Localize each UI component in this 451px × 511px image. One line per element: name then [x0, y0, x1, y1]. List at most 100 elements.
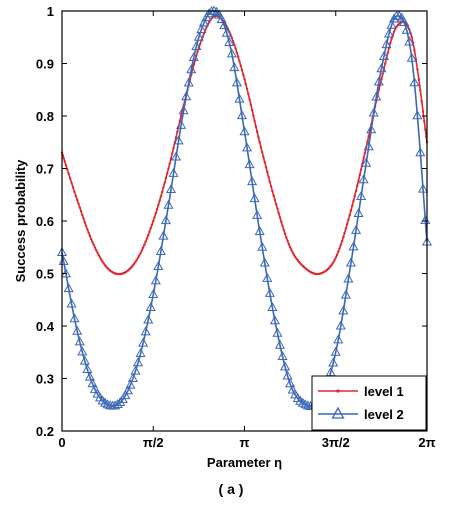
series-marker-level-2: [350, 224, 362, 234]
series-marker-level-2: [401, 24, 412, 34]
series-marker-level-1: [98, 256, 102, 259]
series-marker-level-2: [396, 12, 407, 22]
series-marker-level-1: [250, 108, 254, 112]
series-marker-level-1: [287, 243, 291, 246]
series-marker-level-2: [178, 105, 189, 115]
series-marker-level-1: [345, 222, 349, 226]
series-marker-level-1: [92, 243, 95, 247]
series-marker-level-2: [274, 339, 286, 349]
series-marker-level-1: [330, 263, 334, 266]
series-marker-level-1: [276, 207, 279, 210]
legend: level 1 level 2: [311, 375, 427, 431]
series-marker-level-2: [259, 257, 270, 267]
series-marker-level-2: [82, 364, 93, 374]
series-marker-level-2: [140, 326, 151, 336]
series-marker-level-1: [395, 25, 398, 28]
series-marker-level-1: [259, 146, 263, 149]
series-marker-level-1: [77, 202, 80, 205]
figure-caption: ( a ): [219, 481, 244, 497]
series-marker-level-2: [257, 241, 268, 251]
series-marker-level-2: [158, 230, 169, 240]
x-axis-title: Parameter η: [207, 455, 282, 470]
series-marker-level-2: [186, 64, 197, 74]
series-marker-level-1: [283, 232, 287, 236]
series-marker-level-2: [333, 334, 344, 344]
series-marker-level-1: [367, 135, 370, 138]
series-marker-level-1: [196, 50, 199, 53]
series-marker-level-2: [252, 209, 263, 219]
series-marker-level-1: [74, 194, 78, 198]
y-tick-label: 0.4: [36, 319, 55, 334]
series-marker-level-2: [216, 14, 227, 24]
series-marker-level-1: [230, 36, 234, 40]
series-marker-level-1: [277, 211, 280, 215]
series-marker-level-1: [290, 248, 293, 252]
series-marker-level-2: [135, 347, 146, 357]
series-marker-level-2: [378, 50, 389, 60]
series-marker-level-1: [164, 176, 168, 180]
series-marker-level-1: [64, 163, 68, 167]
series-marker-level-1: [348, 213, 351, 217]
series-marker-level-2: [269, 315, 280, 325]
series-marker-level-1: [149, 227, 152, 230]
series-line-level-1: [61, 14, 428, 275]
series-marker-level-1: [390, 37, 393, 41]
legend-label-level-2: level 2: [364, 407, 404, 422]
series-marker-level-2: [383, 28, 395, 38]
series-marker-level-1: [143, 243, 146, 246]
series-marker-level-2: [358, 174, 369, 184]
series-marker-level-1: [78, 206, 81, 209]
series-marker-level-1: [342, 235, 345, 239]
series-marker-level-1: [68, 177, 72, 180]
series-marker-level-2: [176, 119, 187, 129]
series-marker-level-1: [262, 156, 265, 159]
series-marker-level-1: [359, 168, 363, 171]
series-marker-level-1: [150, 223, 154, 226]
series-marker-level-2: [236, 110, 248, 120]
series-marker-level-1: [248, 98, 251, 101]
series-marker-level-2: [102, 399, 113, 409]
x-tick-label: π: [240, 435, 250, 450]
series-marker-level-2: [343, 273, 354, 283]
series-marker-level-2: [112, 399, 123, 409]
series-marker-level-1: [389, 42, 392, 45]
series-marker-level-1: [351, 204, 354, 208]
series-marker-level-1: [420, 99, 423, 103]
series-marker-level-2: [226, 48, 237, 58]
series-marker-level-1: [242, 73, 245, 76]
series-marker-level-1: [353, 194, 356, 198]
series-marker-level-1: [362, 157, 365, 160]
series-marker-level-1: [83, 221, 87, 224]
series-marker-level-1: [169, 157, 173, 160]
series-marker-level-1: [159, 195, 163, 198]
series-marker-level-1: [285, 236, 288, 239]
series-marker-level-1: [383, 62, 387, 65]
series-marker-level-2: [148, 288, 159, 298]
series-marker-level-1: [347, 218, 350, 221]
series-marker-level-2: [267, 301, 278, 312]
series-marker-level-2: [72, 325, 83, 335]
series-marker-level-1: [254, 125, 258, 128]
series-marker-level-1: [136, 256, 140, 259]
x-tick-label: π/2: [143, 435, 164, 450]
series-marker-level-2: [368, 107, 379, 117]
series-marker-level-1: [255, 130, 259, 134]
series-marker-level-1: [273, 198, 277, 202]
series-marker-level-1: [145, 237, 149, 240]
series-marker-level-1: [264, 166, 268, 169]
series-marker-level-1: [67, 172, 70, 175]
series-marker-level-2: [89, 383, 101, 393]
series-marker-level-2: [406, 52, 417, 62]
series-marker-level-1: [234, 47, 237, 50]
series-marker-level-2: [340, 289, 351, 299]
series-marker-level-2: [143, 314, 154, 324]
series-marker-level-2: [366, 124, 377, 134]
series-marker-level-1: [138, 254, 141, 257]
series-marker-level-1: [172, 146, 175, 150]
series-marker-level-1: [139, 251, 142, 255]
series-marker-level-2: [389, 13, 400, 23]
legend-box: [311, 375, 427, 431]
series-marker-level-2: [219, 20, 230, 30]
series-marker-level-1: [162, 186, 165, 189]
x-tick-label: 0: [58, 435, 65, 450]
